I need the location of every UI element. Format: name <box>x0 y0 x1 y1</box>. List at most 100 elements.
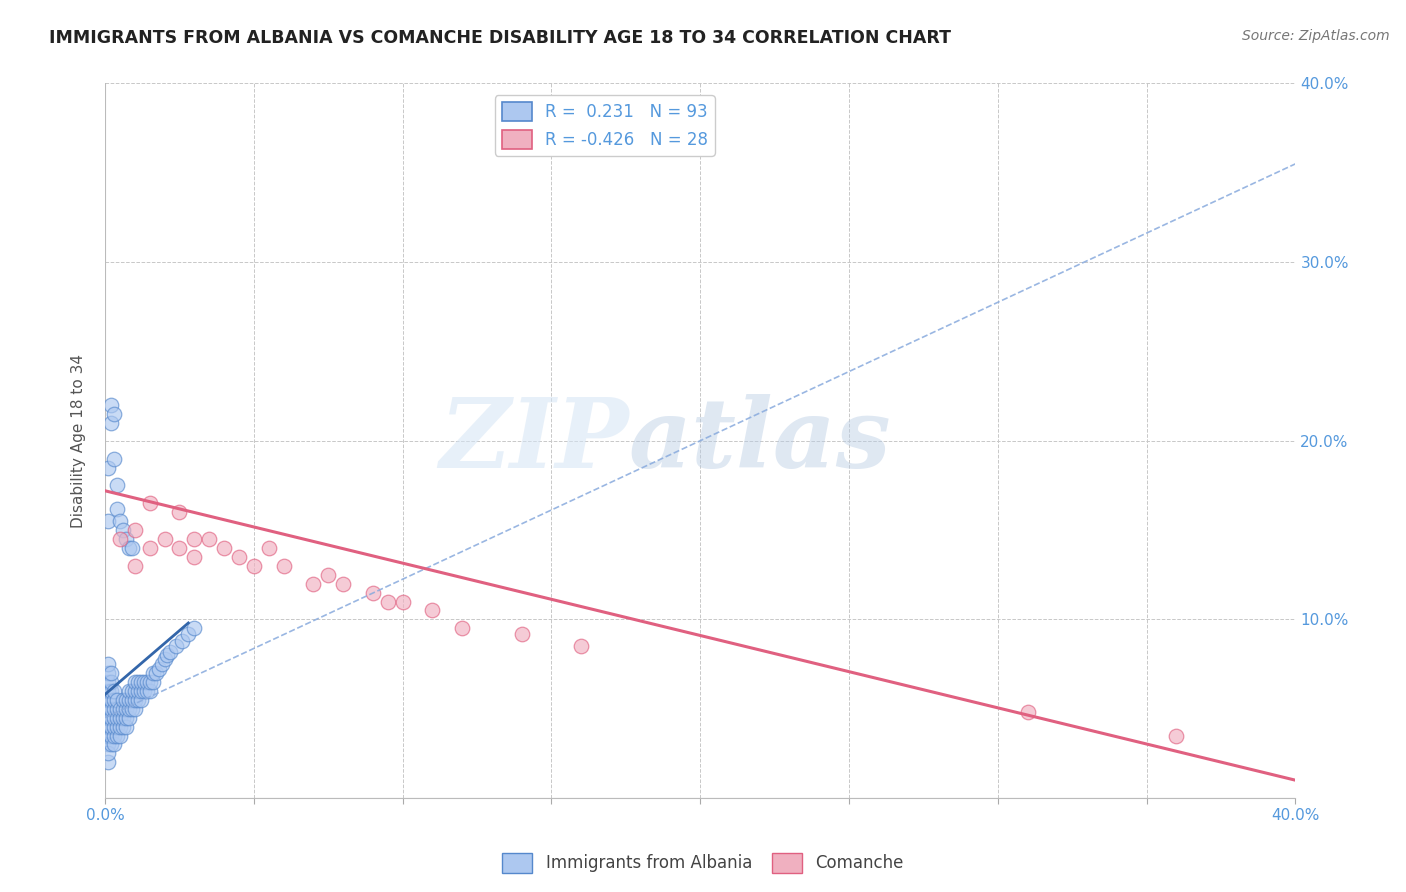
Point <box>510 626 533 640</box>
Point <box>105 693 128 707</box>
Point <box>118 711 141 725</box>
Point <box>135 684 157 698</box>
Point <box>100 398 122 412</box>
Point <box>183 621 205 635</box>
Point <box>124 693 146 707</box>
Point <box>100 684 122 698</box>
Point <box>129 684 152 698</box>
Point <box>111 711 134 725</box>
Point <box>100 720 122 734</box>
Point <box>172 633 194 648</box>
Point <box>105 501 128 516</box>
Point <box>361 585 384 599</box>
Point <box>177 626 200 640</box>
Point <box>103 720 125 734</box>
Point <box>124 523 146 537</box>
Legend: Immigrants from Albania, Comanche: Immigrants from Albania, Comanche <box>496 847 910 880</box>
Point <box>138 541 160 555</box>
Point <box>100 665 122 680</box>
Point <box>124 684 146 698</box>
Point <box>100 693 122 707</box>
Point <box>118 702 141 716</box>
Point <box>105 720 128 734</box>
Point <box>100 416 122 430</box>
Point <box>97 514 120 528</box>
Point <box>169 541 191 555</box>
Point <box>118 684 141 698</box>
Point <box>118 693 141 707</box>
Point <box>121 684 143 698</box>
Point <box>132 684 155 698</box>
Point <box>422 603 444 617</box>
Point <box>111 693 134 707</box>
Point <box>129 693 152 707</box>
Point <box>108 711 131 725</box>
Point <box>103 693 125 707</box>
Point <box>142 665 165 680</box>
Point <box>316 567 339 582</box>
Point <box>138 684 160 698</box>
Point <box>183 532 205 546</box>
Point <box>97 657 120 671</box>
Point <box>114 693 136 707</box>
Point <box>159 644 181 658</box>
Point <box>111 702 134 716</box>
Point <box>100 702 122 716</box>
Point <box>97 729 120 743</box>
Point <box>138 675 160 690</box>
Point <box>391 594 413 608</box>
Point <box>569 639 592 653</box>
Point <box>114 532 136 546</box>
Point <box>153 651 176 665</box>
Point <box>97 675 120 690</box>
Point <box>257 541 280 555</box>
Point <box>100 675 122 690</box>
Point <box>108 729 131 743</box>
Point <box>105 711 128 725</box>
Point <box>111 720 134 734</box>
Point <box>228 549 250 564</box>
Point <box>273 558 295 573</box>
Point <box>127 684 149 698</box>
Point <box>165 639 187 653</box>
Point <box>156 648 179 662</box>
Point <box>103 407 125 421</box>
Point <box>97 720 120 734</box>
Point <box>100 711 122 725</box>
Point <box>108 532 131 546</box>
Point <box>124 558 146 573</box>
Point <box>103 684 125 698</box>
Point <box>124 702 146 716</box>
Text: Source: ZipAtlas.com: Source: ZipAtlas.com <box>1241 29 1389 43</box>
Point <box>108 514 131 528</box>
Point <box>105 702 128 716</box>
Point <box>127 693 149 707</box>
Point <box>103 451 125 466</box>
Text: IMMIGRANTS FROM ALBANIA VS COMANCHE DISABILITY AGE 18 TO 34 CORRELATION CHART: IMMIGRANTS FROM ALBANIA VS COMANCHE DISA… <box>49 29 952 46</box>
Point <box>103 738 125 752</box>
Point <box>105 478 128 492</box>
Point <box>377 594 399 608</box>
Point <box>135 675 157 690</box>
Point <box>332 576 354 591</box>
Point <box>129 675 152 690</box>
Point <box>97 756 120 770</box>
Point <box>100 738 122 752</box>
Point <box>118 541 141 555</box>
Point <box>111 523 134 537</box>
Point <box>121 541 143 555</box>
Point <box>103 702 125 716</box>
Point <box>124 675 146 690</box>
Point <box>142 675 165 690</box>
Point <box>243 558 266 573</box>
Point <box>127 675 149 690</box>
Point <box>114 702 136 716</box>
Point <box>1166 729 1188 743</box>
Point <box>97 711 120 725</box>
Point <box>150 657 173 671</box>
Point <box>153 532 176 546</box>
Point <box>97 665 120 680</box>
Point <box>103 711 125 725</box>
Point <box>121 693 143 707</box>
Point <box>138 496 160 510</box>
